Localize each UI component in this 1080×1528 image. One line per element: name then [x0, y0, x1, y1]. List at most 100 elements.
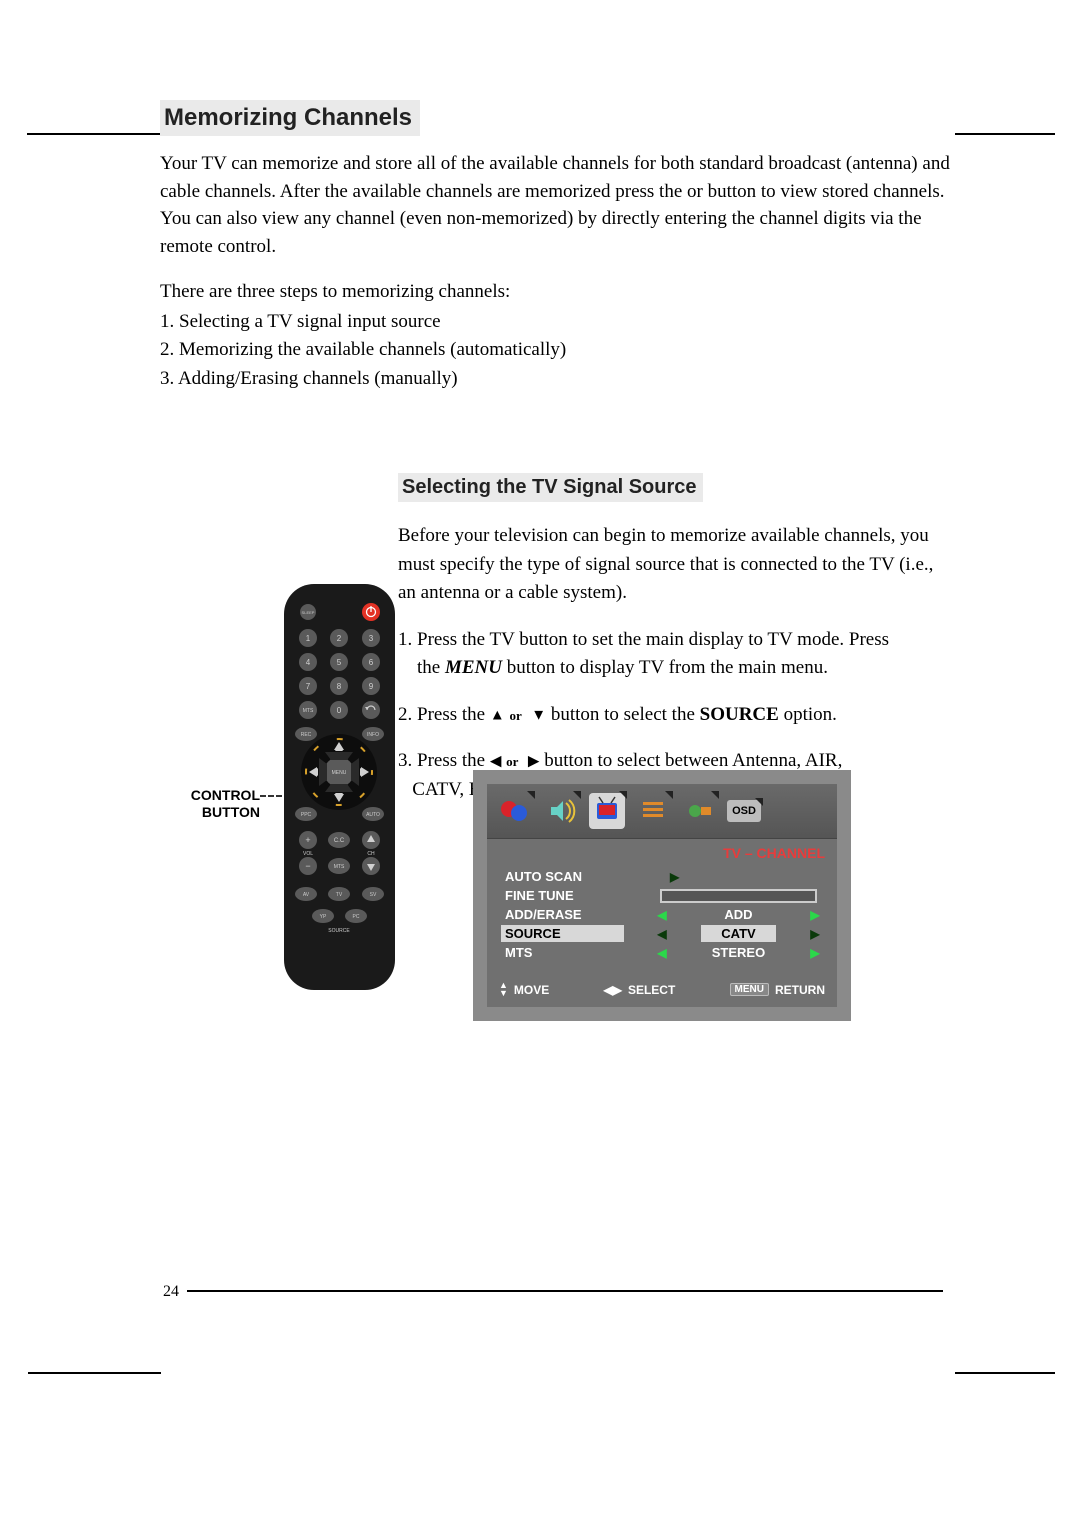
section-body: CONTROL BUTTON SLEEP [160, 522, 960, 804]
osd-tv-channel-menu: OSD TV – CHANNEL AUTO SCAN ▶ FINE TUNE A… [473, 770, 851, 1021]
osd-finetune-label: FINE TUNE [501, 887, 624, 904]
instruction-text: Before your television can begin to memo… [398, 522, 943, 804]
inst3-or: or [506, 754, 518, 769]
svg-text:CH: CH [367, 851, 375, 857]
top-rule-left [27, 133, 161, 135]
section-intro-para: Before your television can begin to memo… [398, 522, 943, 608]
svg-text:SV: SV [370, 892, 377, 898]
manual-page: Memorizing Channels Your TV can memorize… [0, 0, 1080, 1528]
osd-finetune-slider [660, 889, 817, 903]
content-area: Memorizing Channels Your TV can memorize… [160, 100, 960, 822]
osd-tab-osd-label: OSD [727, 800, 761, 822]
inst1-b: the [417, 657, 445, 678]
svg-text:AUTO: AUTO [366, 812, 380, 818]
osd-source-label: SOURCE [501, 925, 624, 942]
svg-text:MENU: MENU [332, 770, 347, 776]
svg-text:AV: AV [303, 892, 310, 898]
svg-text:PPC: PPC [301, 812, 312, 818]
left-arrow-icon: ◀ [654, 946, 670, 960]
svg-text:SLEEP: SLEEP [302, 610, 315, 615]
osd-row-source: SOURCE ◀ CATV ▶ [501, 924, 823, 943]
svg-text:PC: PC [353, 914, 360, 920]
steps-intro: There are three steps to memorizing chan… [160, 278, 960, 306]
osd-mts-label: MTS [501, 944, 624, 961]
svg-text:YP: YP [320, 914, 327, 920]
osd-tab-color-icon [497, 793, 533, 829]
svg-text:MTS: MTS [303, 708, 314, 714]
svg-text:6: 6 [369, 658, 374, 667]
leftright-arrows-icon: ◀▶ [604, 983, 622, 997]
right-arrow-icon: ▶ [807, 908, 823, 922]
osd-tab-channel-icon [589, 793, 625, 829]
inst2-a: 2. Press the [398, 704, 490, 725]
right-triangle-icon: ▶ [528, 754, 540, 770]
osd-footer: ▲▼ MOVE ◀▶ SELECT MENU RETURN [487, 972, 837, 1007]
inst1-c: button to display TV from the main menu. [502, 657, 828, 678]
inst2-or: or [509, 708, 521, 723]
section-heading: Selecting the TV Signal Source [398, 473, 703, 502]
svg-text:SOURCE: SOURCE [328, 928, 350, 934]
osd-source-value: CATV [701, 925, 775, 942]
page-number: 24 [163, 1283, 179, 1301]
osd-footer-return: MENU RETURN [730, 983, 825, 997]
up-triangle-icon: ▲ [490, 707, 505, 723]
osd-row-mts: MTS ◀ STEREO ▶ [501, 943, 823, 962]
remote-callout-label: CONTROL BUTTON [180, 787, 260, 821]
top-rule-right [955, 133, 1055, 135]
instruction-2: 2. Press the ▲ or ▼ button to select the… [398, 701, 943, 730]
osd-tab-audio-icon [543, 793, 579, 829]
osd-menu-list: AUTO SCAN ▶ FINE TUNE ADD/ERASE ◀ ADD ▶ … [487, 865, 837, 972]
svg-text:VOL: VOL [303, 851, 313, 857]
svg-text:9: 9 [369, 682, 374, 691]
play-icon: ▶ [670, 870, 679, 884]
osd-mts-value: STEREO [670, 945, 807, 960]
osd-label-text: OSD [732, 805, 756, 817]
bottom-rule-center [187, 1290, 943, 1292]
page-title: Memorizing Channels [160, 100, 420, 136]
instruction-1: 1. Press the TV button to set the main d… [398, 626, 943, 683]
inst3-b: button to select between Antenna, AIR, [539, 750, 842, 771]
svg-text:5: 5 [337, 658, 342, 667]
left-arrow-icon: ◀ [654, 908, 670, 922]
remote-callout-leader [260, 795, 282, 797]
updown-arrows-icon: ▲▼ [499, 982, 508, 997]
intro-paragraph: Your TV can memorize and store all of th… [160, 150, 960, 260]
svg-text:TV: TV [336, 892, 343, 898]
inst2-b: button to select the [546, 704, 700, 725]
right-arrow-icon: ▶ [807, 927, 823, 941]
svg-text:MTS: MTS [334, 864, 345, 870]
osd-tab-list-icon [635, 793, 671, 829]
svg-text:8: 8 [337, 682, 342, 691]
svg-text:REC: REC [301, 732, 312, 738]
svg-text:INFO: INFO [367, 732, 379, 738]
steps-list: 1. Selecting a TV signal input source 2.… [160, 308, 960, 394]
svg-text:C.C: C.C [334, 838, 345, 844]
inst3-a: 3. Press the [398, 750, 490, 771]
inst2-c: option. [779, 704, 837, 725]
osd-menu-btn-label: MENU [730, 983, 769, 996]
osd-adderase-label: ADD/ERASE [501, 906, 624, 923]
svg-text:3: 3 [369, 634, 374, 643]
svg-text:0: 0 [337, 706, 342, 715]
svg-text:4: 4 [306, 658, 311, 667]
inst1-a: 1. Press the TV button to set the main d… [398, 629, 889, 650]
osd-tab-bar: OSD [487, 784, 837, 839]
remote-control-illustration: SLEEP 1 2 3 4 5 6 7 8 [282, 582, 397, 992]
inst2-source: SOURCE [700, 704, 779, 725]
step-2: 2. Memorizing the available channels (au… [160, 336, 960, 365]
right-arrow-icon: ▶ [807, 946, 823, 960]
osd-move-label: MOVE [514, 983, 549, 997]
left-triangle-icon: ◀ [490, 754, 502, 770]
left-arrow-icon: ◀ [654, 927, 670, 941]
foot-rule-left [28, 1372, 161, 1374]
foot-rule-right [955, 1372, 1055, 1374]
svg-text:−: − [305, 861, 310, 871]
osd-title: TV – CHANNEL [487, 839, 837, 865]
osd-return-label: RETURN [775, 983, 825, 997]
osd-tab-setup-icon [681, 793, 717, 829]
osd-select-label: SELECT [628, 983, 675, 997]
osd-footer-select: ◀▶ SELECT [604, 983, 676, 997]
remote-callout-line1: CONTROL [191, 787, 260, 803]
osd-row-autoscan: AUTO SCAN ▶ [501, 867, 823, 886]
svg-text:1: 1 [306, 634, 311, 643]
